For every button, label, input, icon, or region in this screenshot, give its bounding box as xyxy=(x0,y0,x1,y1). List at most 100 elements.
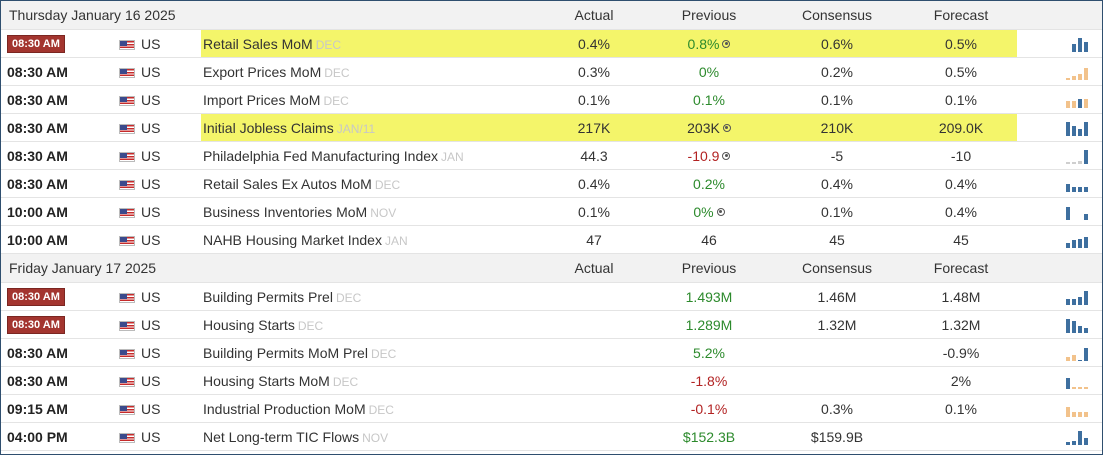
previous-value: 1.289M xyxy=(685,316,733,333)
sparkline-chart-icon[interactable] xyxy=(1066,92,1090,109)
column-header-previous: Previous xyxy=(649,1,769,30)
consensus-value: 0.6% xyxy=(769,29,905,58)
actual-value: 217K xyxy=(539,113,649,142)
event-link[interactable]: Net Long-term TIC Flows xyxy=(203,428,360,445)
sparkline-cell[interactable] xyxy=(1017,338,1102,367)
sparkline-cell[interactable] xyxy=(1017,113,1102,142)
sparkline-cell[interactable] xyxy=(1017,394,1102,423)
sparkline-chart-icon[interactable] xyxy=(1066,289,1090,306)
column-header-actual: Actual xyxy=(539,1,649,30)
us-flag-icon xyxy=(119,348,135,359)
sparkline-cell[interactable] xyxy=(1017,225,1102,254)
event-time-badge: 08:30 AM xyxy=(7,316,65,334)
event-row[interactable]: 08:30 AM US Retail Sales Ex Autos MoM DEC 0.… xyxy=(1,169,1102,198)
event-link[interactable]: Retail Sales MoM xyxy=(203,35,313,52)
sparkline-cell[interactable] xyxy=(1017,29,1102,58)
country-code: US xyxy=(141,147,161,164)
revised-icon[interactable] xyxy=(722,151,731,160)
event-time: 10:00 AM xyxy=(7,231,68,248)
sparkline-chart-icon[interactable] xyxy=(1066,204,1090,221)
event-row[interactable]: 08:30 AM US Philadelphia Fed Manufacturing… xyxy=(1,141,1102,170)
event-link[interactable]: Export Prices MoM xyxy=(203,63,322,80)
event-time-cell: 08:30 AM xyxy=(1,366,119,395)
event-row[interactable]: 08:30 AM US Building Permits MoM Prel DEC 5.… xyxy=(1,338,1102,367)
event-row[interactable]: 10:00 AM US NAHB Housing Market Index JAN 47… xyxy=(1,225,1102,254)
event-row[interactable]: 10:00 AM US Business Inventories MoM NOV 0.1… xyxy=(1,197,1102,226)
event-row[interactable]: 08:30 AM US Import Prices MoM DEC 0.1% 0.1% 0.… xyxy=(1,85,1102,114)
event-link[interactable]: NAHB Housing Market Index xyxy=(203,231,382,248)
forecast-value: 45 xyxy=(905,225,1017,254)
sparkline-bar xyxy=(1066,442,1070,446)
sparkline-bar xyxy=(1072,299,1076,306)
event-link[interactable]: Initial Jobless Claims xyxy=(203,119,334,136)
country-cell: US xyxy=(119,394,201,423)
revised-icon[interactable] xyxy=(716,207,725,216)
event-time-cell: 08:30 AM xyxy=(1,310,119,339)
event-link[interactable]: Import Prices MoM xyxy=(203,91,321,108)
sparkline-bar xyxy=(1078,431,1082,446)
sparkline-bar xyxy=(1078,161,1082,165)
event-row[interactable]: 08:30 AM US Housing Starts MoM DEC -1.8% 2% xyxy=(1,366,1102,395)
event-link[interactable]: Philadelphia Fed Manufacturing Index xyxy=(203,147,439,164)
sparkline-chart-icon[interactable] xyxy=(1066,429,1090,446)
sparkline-cell[interactable] xyxy=(1017,310,1102,339)
event-row[interactable]: 04:00 PM US Net Long-term TIC Flows NOV $152… xyxy=(1,422,1102,451)
sparkline-cell[interactable] xyxy=(1017,422,1102,451)
sparkline-chart-icon[interactable] xyxy=(1066,317,1090,334)
sparkline-cell[interactable] xyxy=(1017,57,1102,86)
sparkline-bar xyxy=(1072,44,1076,53)
sparkline-chart-icon[interactable] xyxy=(1066,373,1090,390)
sparkline-bar xyxy=(1066,78,1070,81)
sparkline-cell[interactable] xyxy=(1017,366,1102,395)
sparkline-cell[interactable] xyxy=(1017,169,1102,198)
sparkline-chart-icon[interactable] xyxy=(1066,232,1090,249)
us-flag-icon xyxy=(119,432,135,443)
sparkline-bar xyxy=(1078,360,1082,362)
event-time: 08:30 AM xyxy=(7,344,68,361)
event-time-cell: 08:30 AM xyxy=(1,282,119,311)
sparkline-chart-icon[interactable] xyxy=(1066,345,1090,362)
sparkline-chart-icon[interactable] xyxy=(1066,64,1090,81)
event-link[interactable]: Retail Sales Ex Autos MoM xyxy=(203,175,372,192)
sparkline-bar xyxy=(1084,328,1088,334)
event-link[interactable]: Building Permits MoM Prel xyxy=(203,344,368,361)
sparkline-cell[interactable] xyxy=(1017,141,1102,170)
event-link[interactable]: Business Inventories MoM xyxy=(203,203,368,220)
sparkline-bar xyxy=(1072,162,1076,165)
sparkline-bar xyxy=(1072,126,1076,137)
day-header-row: Thursday January 16 2025 Actual Previous Co… xyxy=(1,1,1102,30)
previous-value: 46 xyxy=(701,231,717,248)
forecast-value: 2% xyxy=(905,366,1017,395)
country-code: US xyxy=(141,231,161,248)
event-row[interactable]: 08:30 AM US Housing Starts DEC 1.289M 1.32M 1.… xyxy=(1,310,1102,339)
event-link[interactable]: Housing Starts xyxy=(203,316,295,333)
sparkline-chart-icon[interactable] xyxy=(1066,36,1090,53)
event-time-cell: 04:00 PM xyxy=(1,422,119,451)
event-name-cell: Initial Jobless Claims JAN/11 xyxy=(201,113,539,142)
event-row[interactable]: 08:30 AM US Retail Sales MoM DEC 0.4% 0.8% 0.6… xyxy=(1,29,1102,58)
event-link[interactable]: Building Permits Prel xyxy=(203,288,333,305)
sparkline-chart-icon[interactable] xyxy=(1066,148,1090,165)
country-code: US xyxy=(141,344,161,361)
event-link[interactable]: Housing Starts MoM xyxy=(203,372,330,389)
sparkline-chart-icon[interactable] xyxy=(1066,120,1090,137)
sparkline-bar xyxy=(1084,214,1088,221)
sparkline-cell[interactable] xyxy=(1017,197,1102,226)
sparkline-chart-icon[interactable] xyxy=(1066,176,1090,193)
revised-icon[interactable] xyxy=(722,39,731,48)
event-row[interactable]: 08:30 AM US Export Prices MoM DEC 0.3% 0% 0.2%… xyxy=(1,57,1102,86)
sparkline-cell[interactable] xyxy=(1017,282,1102,311)
sparkline-bar xyxy=(1084,412,1088,418)
sparkline-chart-icon[interactable] xyxy=(1066,401,1090,418)
event-time-cell: 08:30 AM xyxy=(1,169,119,198)
revised-icon[interactable] xyxy=(722,123,731,132)
actual-value: 0.4% xyxy=(539,169,649,198)
previous-value: 0.8% xyxy=(687,35,720,52)
event-time-cell: 08:30 AM xyxy=(1,141,119,170)
actual-value: 47 xyxy=(539,225,649,254)
event-row[interactable]: 08:30 AM US Building Permits Prel DEC 1.493M… xyxy=(1,282,1102,311)
event-row[interactable]: 08:30 AM US Initial Jobless Claims JAN/11 21… xyxy=(1,113,1102,142)
event-link[interactable]: Industrial Production MoM xyxy=(203,400,366,417)
sparkline-cell[interactable] xyxy=(1017,85,1102,114)
event-row[interactable]: 09:15 AM US Industrial Production MoM DEC -0… xyxy=(1,394,1102,423)
